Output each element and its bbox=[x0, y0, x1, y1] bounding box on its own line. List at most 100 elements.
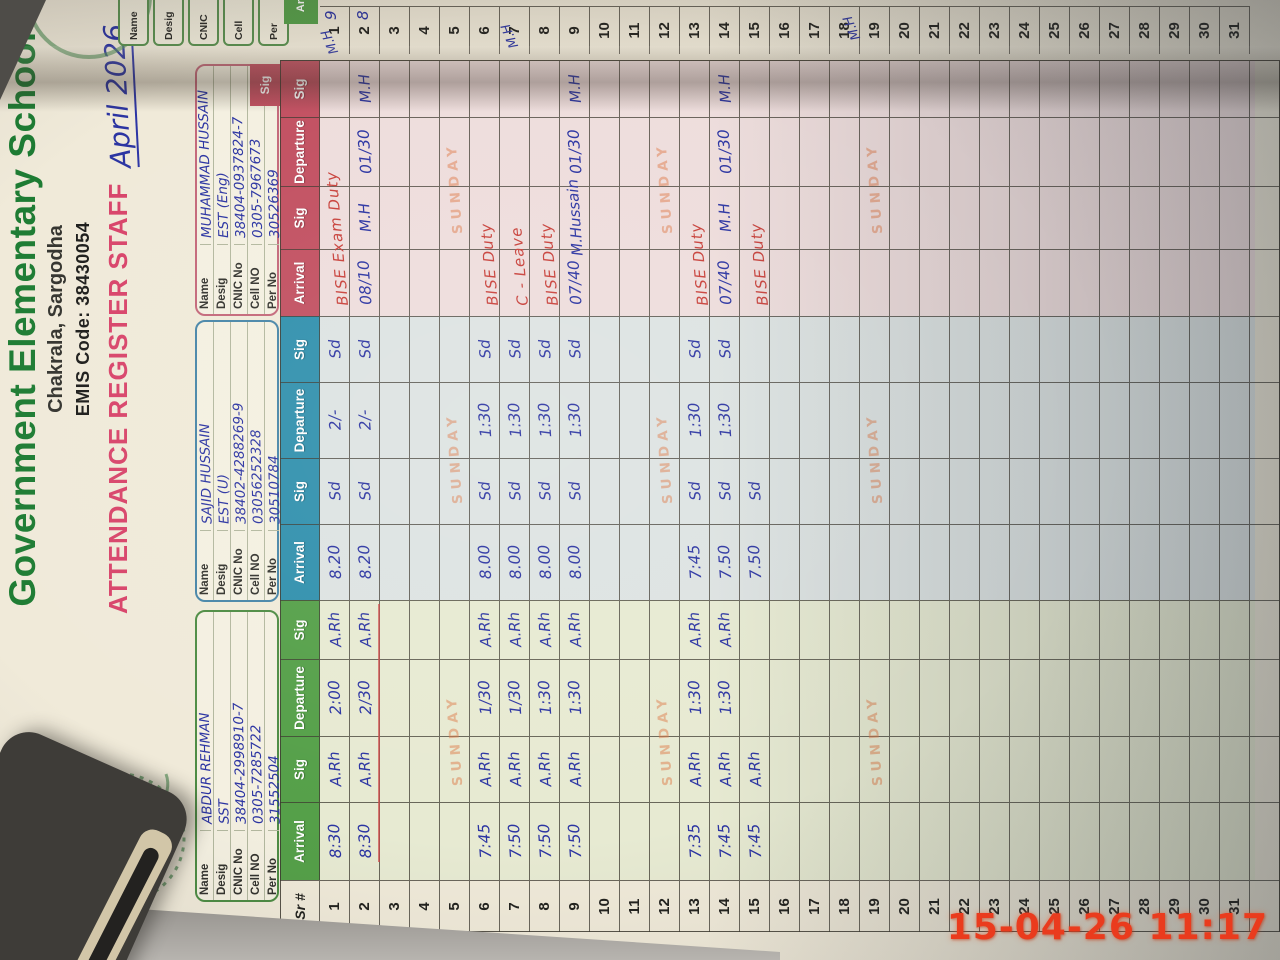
table-cell bbox=[1250, 736, 1280, 802]
table-cell bbox=[770, 736, 800, 802]
table-cell bbox=[980, 60, 1010, 117]
table-cell bbox=[1070, 659, 1100, 736]
table-cell bbox=[1010, 117, 1040, 186]
signature-entry-green: A.Rh bbox=[534, 611, 556, 648]
table-cell bbox=[980, 802, 1010, 880]
edge-strip-label: CNIC bbox=[188, 0, 219, 46]
sr-number-cell-right: 25 bbox=[1040, 6, 1070, 54]
register-title-line: ATTENDANCE REGISTER STAFF April 2026 bbox=[97, 0, 140, 644]
signature-entry-blue: Sd bbox=[325, 480, 345, 502]
green-column-header: Departure bbox=[280, 659, 320, 736]
table-cell bbox=[1160, 117, 1190, 186]
signature-entry-blue: Sd bbox=[715, 338, 735, 360]
table-cell bbox=[1160, 458, 1190, 524]
signature-entry-blue: Sd bbox=[535, 338, 555, 360]
table-cell bbox=[950, 458, 980, 524]
table-cell bbox=[950, 524, 980, 600]
time-entry-green: 1:30 bbox=[564, 679, 586, 716]
sr-number-cell-right: 21 bbox=[920, 6, 950, 54]
sr-number-cell: 5 bbox=[440, 880, 470, 932]
table-cell bbox=[830, 186, 860, 249]
table-cell bbox=[1250, 117, 1280, 186]
signature-entry-green: A.Rh bbox=[564, 611, 586, 648]
time-entry-pink: 08/10 bbox=[354, 259, 376, 306]
sr-number-cell-right: 11 bbox=[620, 6, 650, 54]
table-cell bbox=[380, 117, 410, 186]
signature-entry-blue: Sd bbox=[505, 480, 525, 502]
signature-entry-blue: Sd bbox=[565, 480, 585, 502]
table-cell bbox=[950, 60, 980, 117]
sr-number-cell-right: 15 bbox=[740, 6, 770, 54]
table-cell bbox=[980, 382, 1010, 458]
table-cell bbox=[1040, 524, 1070, 600]
table-cell bbox=[770, 60, 800, 117]
time-entry-blue: 2/- bbox=[355, 409, 375, 431]
table-cell bbox=[1190, 382, 1220, 458]
signature-entry-blue: Sd bbox=[565, 338, 585, 360]
sr-number-cell-right: 5 bbox=[440, 6, 470, 54]
table-cell bbox=[1100, 458, 1130, 524]
table-cell bbox=[1070, 382, 1100, 458]
table-cell bbox=[590, 659, 620, 736]
table-cell bbox=[1040, 186, 1070, 249]
sr-number-cell-right: 26 bbox=[1070, 6, 1100, 54]
table-cell bbox=[1250, 60, 1280, 117]
table-cell bbox=[1190, 249, 1220, 316]
sr-number-cell: 19 bbox=[860, 880, 890, 932]
table-cell bbox=[740, 60, 770, 117]
table-cell bbox=[1130, 659, 1160, 736]
table-cell bbox=[950, 802, 980, 880]
table-cell bbox=[380, 458, 410, 524]
table-cell bbox=[1160, 736, 1190, 802]
sr-number-cell-right: 9 bbox=[560, 6, 590, 54]
table-cell bbox=[1250, 802, 1280, 880]
desig-label: Desig bbox=[216, 244, 228, 314]
signature-entry-green: A.Rh bbox=[714, 611, 736, 648]
table-cell bbox=[1160, 60, 1190, 117]
table-cell bbox=[890, 60, 920, 117]
table-cell bbox=[590, 117, 620, 186]
sr-number-cell: 9 bbox=[560, 880, 590, 932]
table-cell bbox=[1010, 316, 1040, 382]
table-cell bbox=[380, 60, 410, 117]
table-cell bbox=[1010, 736, 1040, 802]
sr-number-cell-right: 16 bbox=[770, 6, 800, 54]
table-cell bbox=[1220, 736, 1250, 802]
sr-number-cell: 16 bbox=[770, 880, 800, 932]
table-cell bbox=[800, 60, 830, 117]
sr-number-cell: 11 bbox=[620, 880, 650, 932]
signature-entry-green: A.Rh bbox=[324, 611, 346, 648]
sr-number-cell: 3 bbox=[380, 880, 410, 932]
table-cell bbox=[740, 316, 770, 382]
blue-column-header: Departure bbox=[280, 382, 320, 458]
table-cell bbox=[1100, 316, 1130, 382]
table-cell bbox=[830, 524, 860, 600]
signature-entry-blue: Sd bbox=[475, 338, 495, 360]
green-column-header: Sig bbox=[280, 600, 320, 659]
table-cell bbox=[1220, 60, 1250, 117]
table-cell bbox=[590, 249, 620, 316]
table-cell bbox=[890, 736, 920, 802]
per-label: Per No bbox=[267, 530, 279, 600]
edge-strip-sig-header: Sig bbox=[250, 64, 280, 106]
table-cell bbox=[1220, 458, 1250, 524]
table-cell bbox=[1040, 316, 1070, 382]
signature-entry-blue: Sd bbox=[355, 338, 375, 360]
table-cell bbox=[920, 802, 950, 880]
school-location: Chakrala, Sargodha bbox=[45, 225, 67, 413]
page-header: Government Elementary School Chakrala, S… bbox=[2, 0, 140, 644]
sr-number-cell: 15 bbox=[740, 880, 770, 932]
school-name: Government Elementary School bbox=[2, 31, 43, 607]
table-cell bbox=[1190, 659, 1220, 736]
time-entry-blue: 7.50 bbox=[744, 544, 766, 580]
signature-entry-pink: M.H bbox=[715, 73, 735, 104]
table-cell bbox=[1250, 458, 1280, 524]
signature-entry-green: A.Rh bbox=[474, 611, 496, 648]
table-cell bbox=[620, 736, 650, 802]
table-cell bbox=[1040, 600, 1070, 659]
table-cell bbox=[800, 316, 830, 382]
desig-label: Desig bbox=[216, 530, 228, 600]
table-cell bbox=[770, 659, 800, 736]
table-cell bbox=[980, 600, 1010, 659]
table-cell bbox=[1130, 382, 1160, 458]
